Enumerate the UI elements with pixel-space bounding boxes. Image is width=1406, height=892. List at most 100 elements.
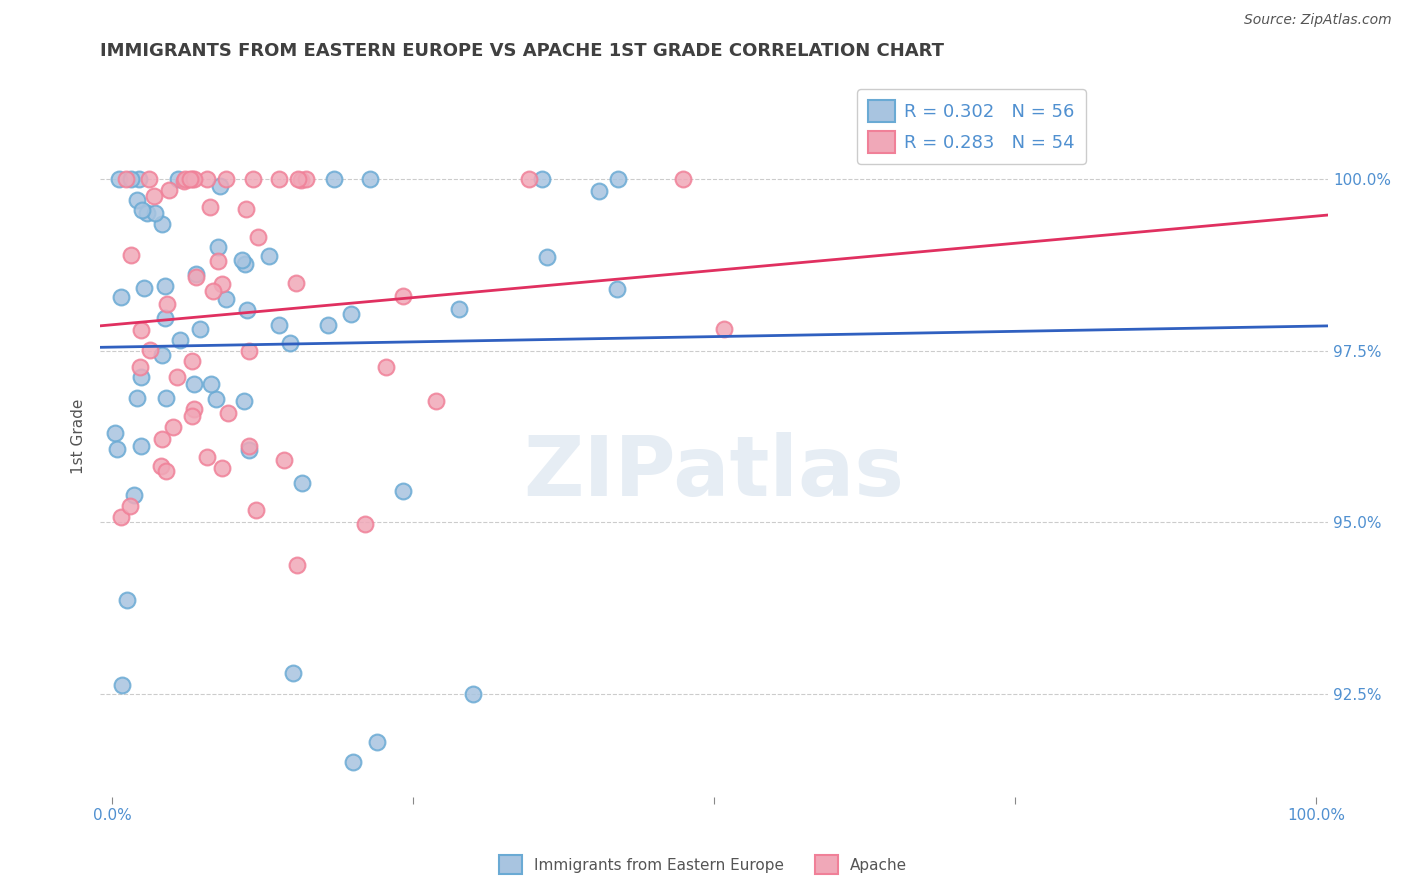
Point [120, 248, 142, 262]
Point [208, 179, 231, 194]
Point [588, 185, 610, 199]
Point [149, 459, 172, 474]
Point [607, 172, 630, 186]
Point [118, 499, 141, 513]
Point [138, 172, 160, 186]
Point [120, 172, 142, 186]
Point [215, 172, 238, 186]
Point [606, 282, 628, 296]
Point [200, 376, 222, 391]
Point [340, 307, 363, 321]
Point [238, 439, 260, 453]
Point [284, 276, 307, 290]
Point [287, 172, 309, 186]
Point [110, 509, 132, 524]
Point [236, 303, 259, 318]
Point [188, 321, 211, 335]
Point [517, 172, 540, 186]
Point [316, 318, 339, 332]
Point [152, 432, 174, 446]
Point [129, 323, 152, 337]
Point [150, 217, 173, 231]
Point [323, 172, 346, 186]
Point [155, 392, 177, 406]
Point [110, 290, 132, 304]
Point [392, 289, 415, 303]
Point [713, 322, 735, 336]
Point [246, 230, 269, 244]
Point [150, 348, 173, 362]
Point [173, 174, 195, 188]
Point [215, 292, 238, 306]
Point [233, 393, 256, 408]
Point [184, 270, 207, 285]
Point [129, 439, 152, 453]
Point [242, 172, 264, 186]
Point [281, 666, 304, 681]
Y-axis label: 1st Grade: 1st Grade [72, 399, 86, 475]
Point [131, 369, 153, 384]
Point [211, 460, 233, 475]
Point [135, 206, 157, 220]
Point [166, 370, 188, 384]
Point [290, 173, 312, 187]
Point [138, 343, 160, 357]
Text: IMMIGRANTS FROM EASTERN EUROPE VS APACHE 1ST GRADE CORRELATION CHART: IMMIGRANTS FROM EASTERN EUROPE VS APACHE… [100, 42, 943, 60]
Point [169, 333, 191, 347]
Point [157, 183, 180, 197]
Point [359, 172, 381, 186]
Point [134, 281, 156, 295]
Point [536, 251, 558, 265]
Point [125, 193, 148, 207]
Point [179, 172, 201, 186]
Point [200, 201, 222, 215]
Point [233, 257, 256, 271]
Point [181, 354, 204, 368]
Text: Source: ZipAtlas.com: Source: ZipAtlas.com [1244, 13, 1392, 28]
Point [145, 205, 167, 219]
Point [108, 172, 131, 186]
Point [463, 687, 485, 701]
Point [122, 488, 145, 502]
Point [267, 318, 290, 332]
Legend: Immigrants from Eastern Europe, Apache: Immigrants from Eastern Europe, Apache [494, 849, 912, 880]
Point [530, 172, 553, 186]
Point [201, 285, 224, 299]
Point [111, 678, 134, 692]
Point [391, 483, 413, 498]
Point [238, 344, 260, 359]
Point [153, 279, 176, 293]
Point [207, 254, 229, 268]
Point [342, 756, 364, 770]
Point [142, 189, 165, 203]
Point [278, 336, 301, 351]
Point [104, 425, 127, 440]
Point [180, 172, 202, 186]
Point [184, 267, 207, 281]
Point [183, 172, 205, 186]
Point [115, 593, 138, 607]
Point [425, 394, 447, 409]
Point [235, 202, 257, 216]
Point [267, 172, 290, 186]
Point [183, 376, 205, 391]
Point [128, 172, 150, 186]
Point [174, 172, 197, 186]
Point [115, 172, 138, 186]
Point [231, 252, 253, 267]
Legend: R = 0.302   N = 56, R = 0.283   N = 54: R = 0.302 N = 56, R = 0.283 N = 54 [858, 89, 1085, 164]
Point [167, 172, 190, 186]
Point [291, 475, 314, 490]
Point [153, 310, 176, 325]
Point [217, 406, 239, 420]
Point [273, 453, 295, 467]
Point [156, 296, 179, 310]
Point [285, 558, 308, 573]
Point [129, 359, 152, 374]
Point [207, 240, 229, 254]
Point [354, 517, 377, 532]
Point [245, 503, 267, 517]
Point [197, 450, 219, 465]
Point [125, 391, 148, 405]
Point [162, 420, 184, 434]
